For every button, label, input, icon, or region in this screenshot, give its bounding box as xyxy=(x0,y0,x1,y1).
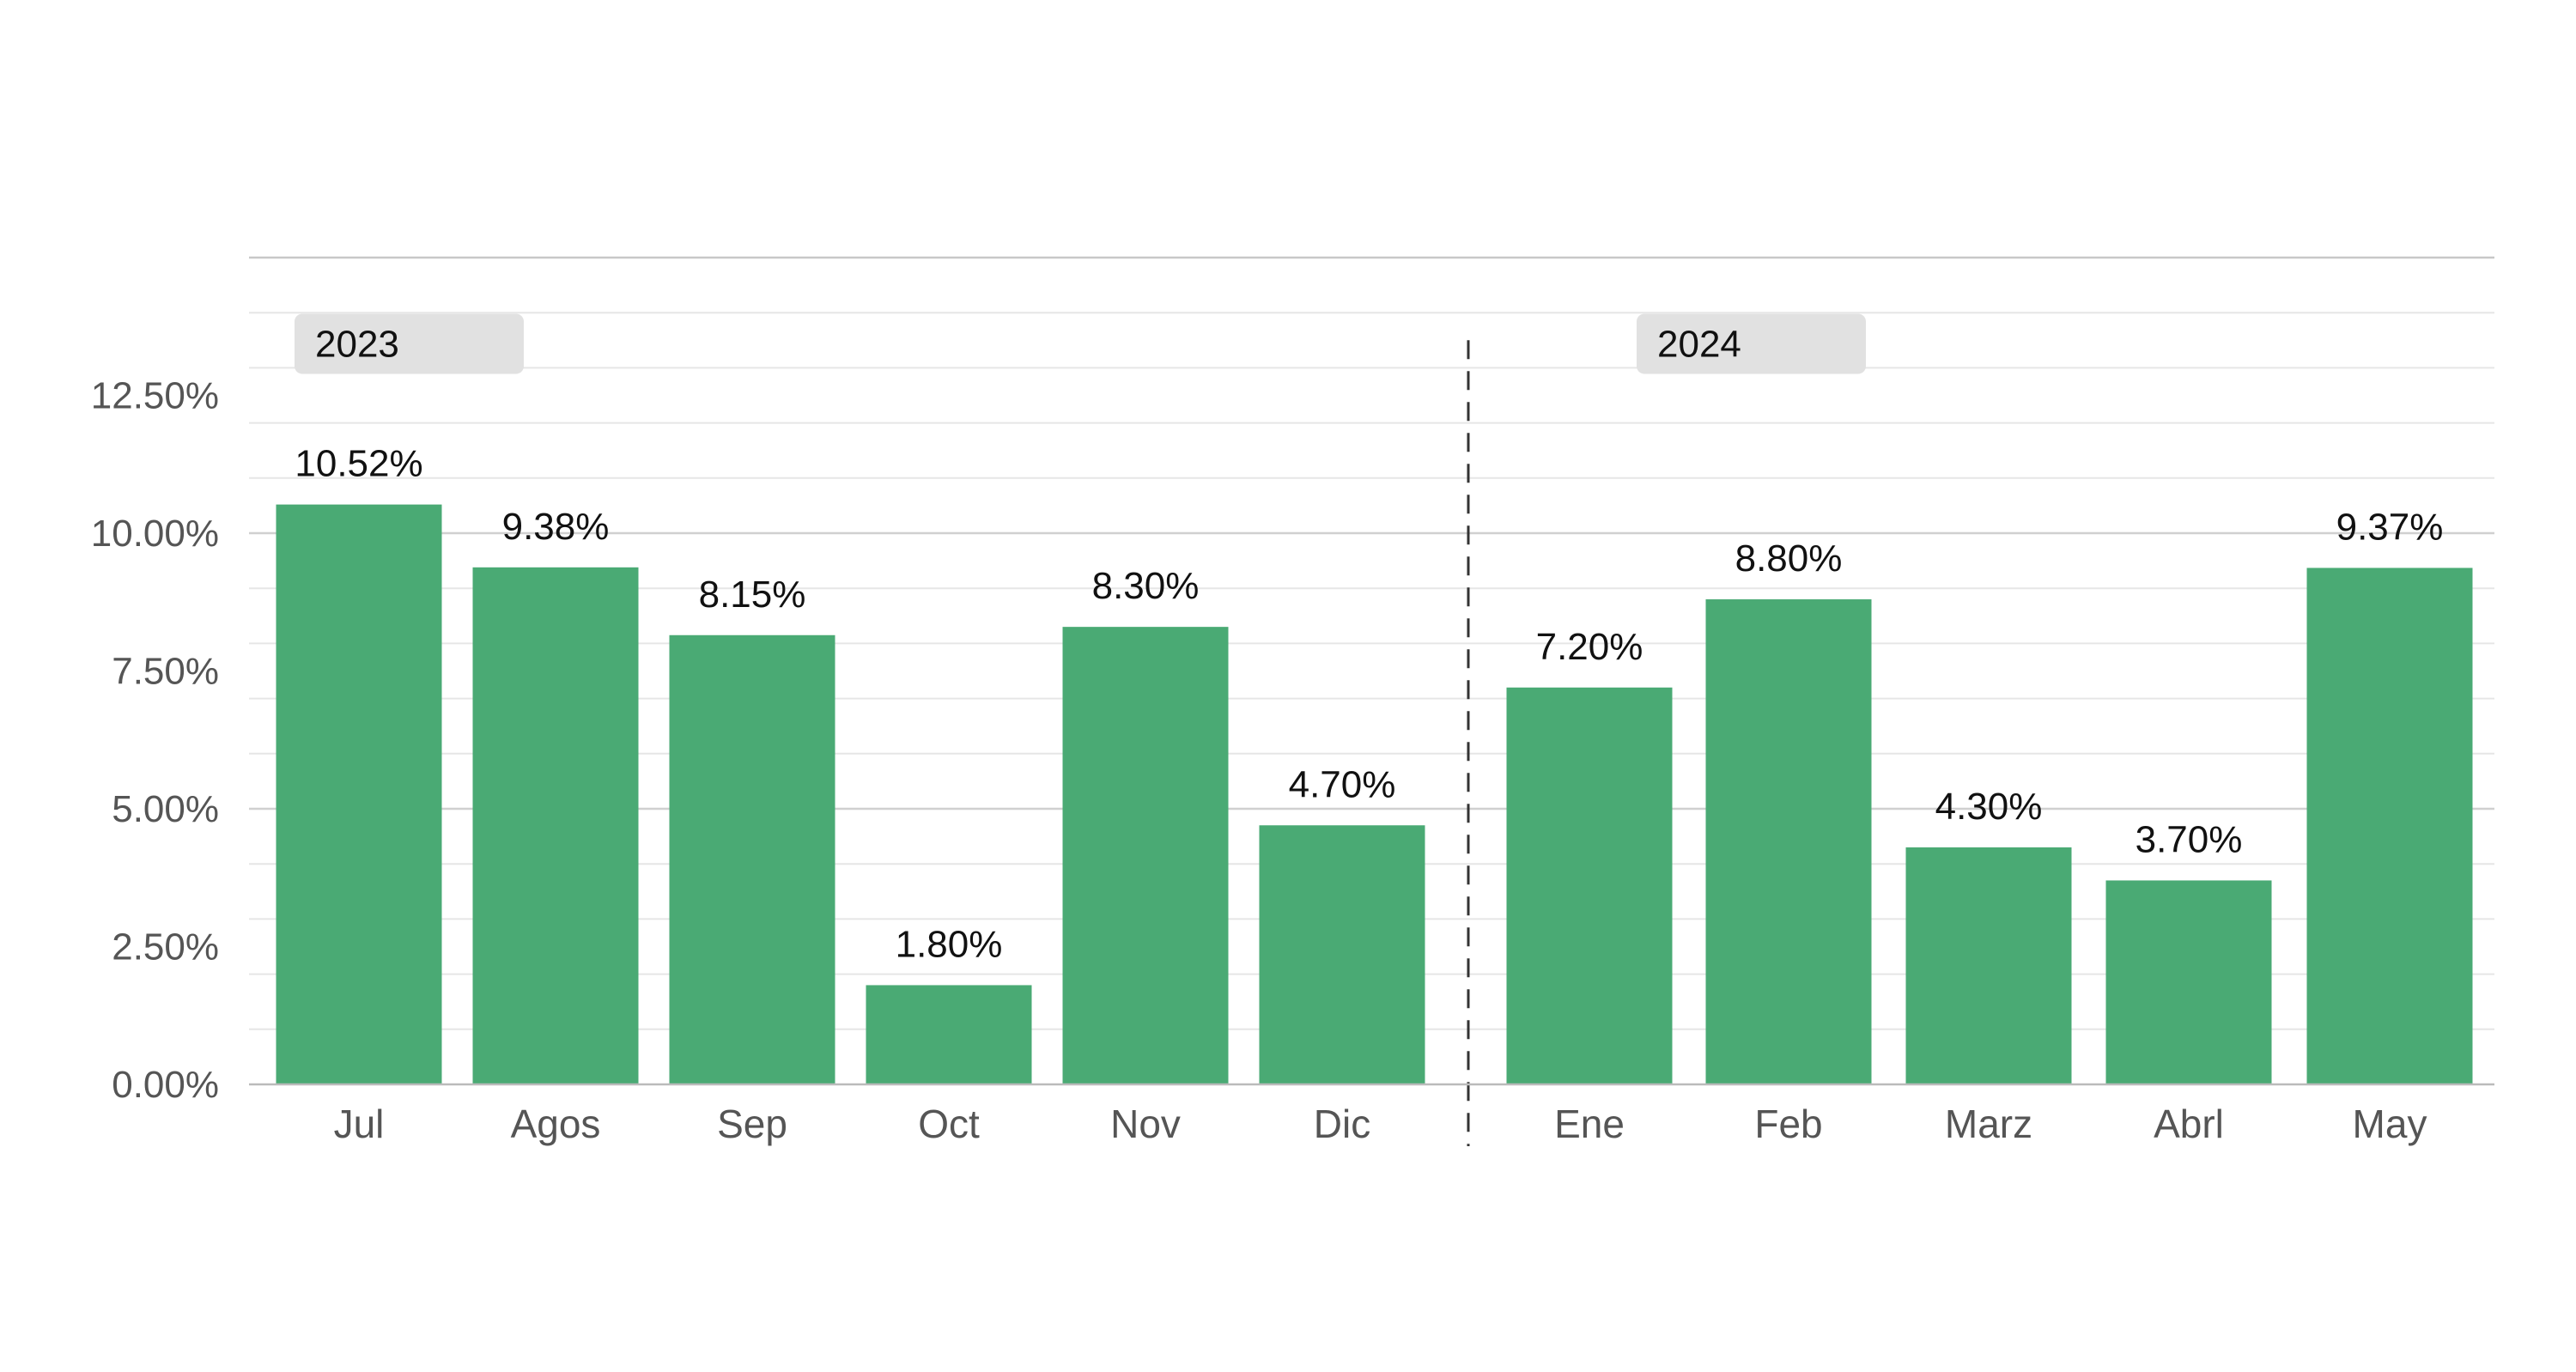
value-label-dic: 4.70% xyxy=(1289,763,1396,805)
year-group-tags: 2023 2024 xyxy=(295,313,1866,374)
bar-nov xyxy=(1062,627,1229,1084)
y-tick-label: 5.00% xyxy=(112,788,219,830)
y-tick-label: 2.50% xyxy=(112,926,219,968)
data-labels: 10.52% 9.38% 8.15% 1.80% 8.30% 4.70% 7.20% 8.80… xyxy=(295,443,2443,966)
x-tick-label-dic: Dic xyxy=(1314,1102,1370,1146)
bar-ene xyxy=(1506,687,1673,1084)
year-tag-label-2024: 2024 xyxy=(1657,323,1741,365)
value-label-sep: 8.15% xyxy=(699,574,806,616)
bar-agos xyxy=(472,567,639,1084)
year-tag-box-2023 xyxy=(295,313,524,374)
bar-abrl xyxy=(2105,880,2272,1084)
x-tick-label-abrl: Abrl xyxy=(2154,1102,2224,1146)
bar-oct xyxy=(866,985,1032,1084)
x-tick-label-agos: Agos xyxy=(511,1102,601,1146)
y-tick-label: 0.00% xyxy=(112,1064,219,1106)
x-tick-label-feb: Feb xyxy=(1754,1102,1822,1146)
value-label-abrl: 3.70% xyxy=(2136,818,2243,860)
y-tick-label: 10.00% xyxy=(91,513,219,555)
value-label-ene: 7.20% xyxy=(1536,626,1643,668)
x-tick-label-marz: Marz xyxy=(1945,1102,2032,1146)
value-label-oct: 1.80% xyxy=(896,923,1003,965)
bar-feb xyxy=(1705,599,1872,1084)
value-label-feb: 8.80% xyxy=(1735,537,1843,580)
x-tick-label-may: May xyxy=(2353,1102,2427,1146)
value-label-marz: 4.30% xyxy=(1935,786,2043,828)
x-tick-label-nov: Nov xyxy=(1110,1102,1181,1146)
bar-dic xyxy=(1259,825,1425,1084)
bar-sep xyxy=(669,634,835,1084)
bars xyxy=(276,504,2473,1084)
x-tick-label-ene: Ene xyxy=(1554,1102,1625,1146)
value-label-nov: 8.30% xyxy=(1092,565,1200,607)
value-label-may: 9.37% xyxy=(2336,506,2444,548)
x-tick-label-oct: Oct xyxy=(918,1102,980,1146)
value-label-agos: 9.38% xyxy=(502,506,610,548)
year-tag-label-2023: 2023 xyxy=(315,323,399,365)
bar-jul xyxy=(276,504,442,1084)
x-tick-label-sep: Sep xyxy=(717,1102,787,1146)
x-tick-label-jul: Jul xyxy=(334,1102,385,1146)
y-tick-label: 12.50% xyxy=(91,375,219,417)
x-axis: Jul Agos Sep Oct Nov Dic Ene Feb Marz Abrl May xyxy=(249,1083,2494,1146)
bar-may xyxy=(2306,568,2473,1084)
y-axis: 0.00% 2.50% 5.00% 7.50% 10.00% 12.50% xyxy=(91,375,219,1107)
value-label-jul: 10.52% xyxy=(295,443,422,485)
y-tick-label: 7.50% xyxy=(112,651,219,693)
year-tag-box-2024 xyxy=(1637,313,1866,374)
bar-marz xyxy=(1905,847,2072,1084)
